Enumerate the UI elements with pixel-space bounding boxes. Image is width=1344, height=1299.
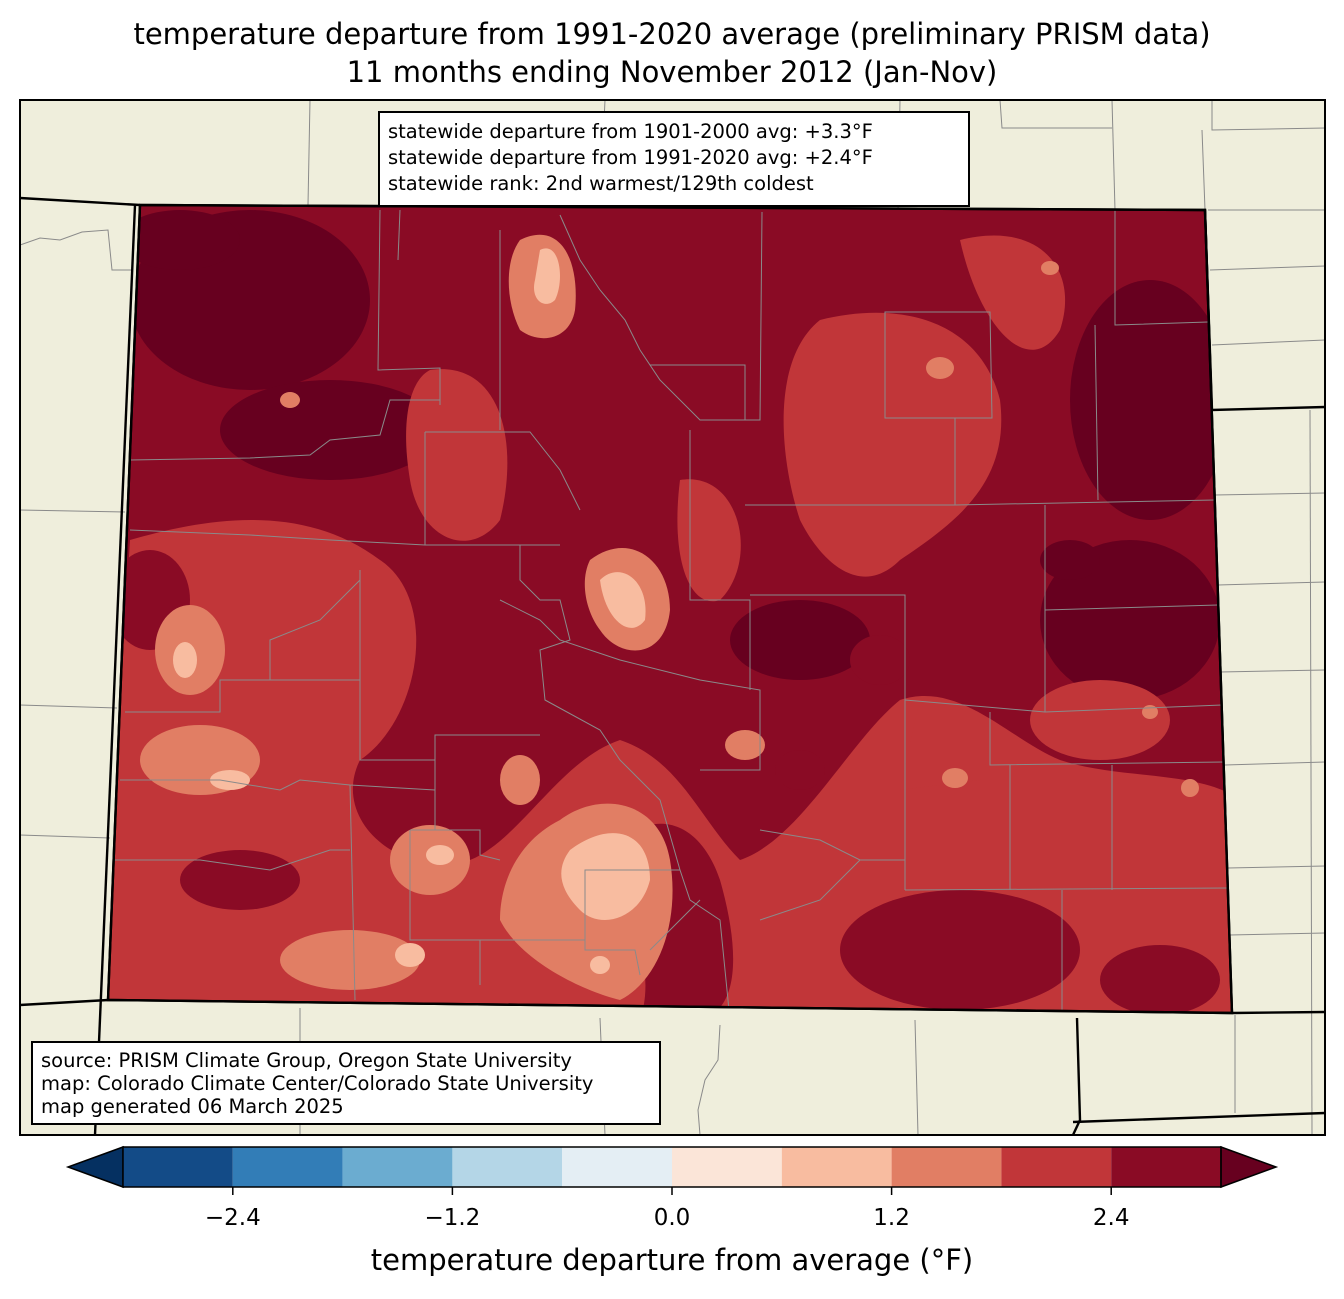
map-frame: [19, 99, 1326, 1136]
colorado-county-lines: [112, 209, 1229, 1013]
source-prism: source: PRISM Climate Group, Oregon Stat…: [41, 1049, 572, 1072]
source-generated-date: map generated 06 March 2025: [41, 1095, 344, 1118]
colorbar-tick-label: −1.2: [424, 1205, 481, 1231]
stats-rank: statewide rank: 2nd warmest/129th coldes…: [388, 172, 814, 195]
stats-departure-1901-2000: statewide departure from 1901-2000 avg: …: [388, 120, 873, 143]
colorbar-tick-label: −2.4: [204, 1205, 261, 1231]
colorbar-tick-label: 2.4: [1092, 1205, 1130, 1231]
source-map-credit: map: Colorado Climate Center/Colorado St…: [41, 1072, 594, 1095]
stats-departure-1991-2020: statewide departure from 1991-2020 avg: …: [388, 146, 873, 169]
statewide-stats-box: statewide departure from 1901-2000 avg: …: [378, 111, 970, 207]
map-title-line-2: 11 months ending November 2012 (Jan-Nov): [346, 55, 998, 89]
colorbar-tick-label: 0.0: [653, 1205, 691, 1231]
colorbar-tick-label: 1.2: [873, 1205, 910, 1231]
colorbar-label: temperature departure from average (°F): [370, 1243, 974, 1277]
source-credit-box: source: PRISM Climate Group, Oregon Stat…: [31, 1041, 661, 1125]
colorado-outline: [106, 203, 1234, 1015]
map-title-line-1: temperature departure from 1991-2020 ave…: [133, 17, 1211, 51]
colorado-departure-field: [108, 205, 1232, 1013]
